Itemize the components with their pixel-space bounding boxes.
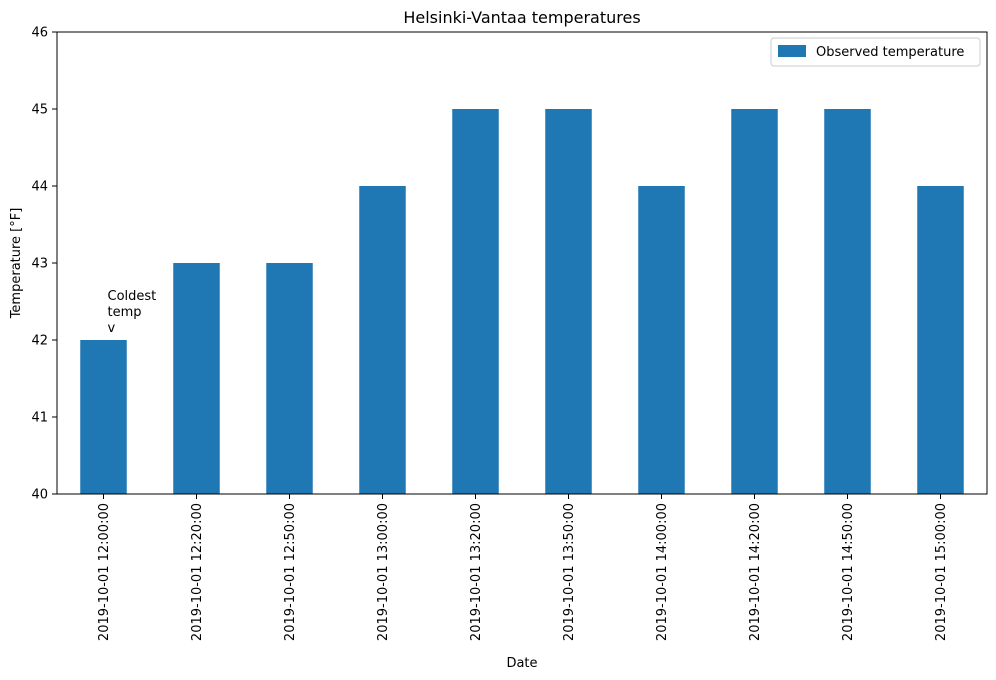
x-tick-label: 2019-10-01 13:20:00 (469, 503, 484, 641)
x-tick-label: 2019-10-01 14:20:00 (748, 503, 763, 641)
chart-title: Helsinki-Vantaa temperatures (403, 8, 640, 27)
bar (731, 109, 778, 494)
x-tick-label: 2019-10-01 14:50:00 (841, 503, 856, 641)
y-axis-title: Temperature [°F] (9, 208, 24, 320)
y-tick-label: 45 (31, 103, 48, 118)
legend-frame (770, 37, 981, 67)
legend: Observed temperature (770, 37, 981, 67)
bar (173, 263, 220, 494)
y-tick-label: 42 (31, 334, 48, 349)
x-tick-label: 2019-10-01 13:50:00 (562, 503, 577, 641)
x-tick-label: 2019-10-01 13:00:00 (376, 503, 391, 641)
legend-swatch (778, 45, 806, 57)
bar (80, 340, 127, 494)
annotation-text: Coldest (108, 289, 157, 304)
y-tick-label: 40 (31, 488, 48, 503)
y-tick-label: 43 (31, 257, 48, 272)
bar (359, 186, 406, 494)
y-tick-label: 41 (31, 411, 48, 426)
y-tick-label: 46 (31, 26, 48, 41)
bar (266, 263, 313, 494)
x-tick-label: 2019-10-01 14:00:00 (655, 503, 670, 641)
x-axis-title: Date (506, 656, 537, 671)
bar (824, 109, 871, 494)
x-tick-label: 2019-10-01 12:50:00 (283, 503, 298, 641)
bar (917, 186, 964, 494)
x-tick-label: 2019-10-01 15:00:00 (934, 503, 949, 641)
x-tick-label: 2019-10-01 12:20:00 (190, 503, 205, 641)
bar (545, 109, 592, 494)
x-axis: 2019-10-01 12:00:00 2019-10-01 12:20:00 20… (97, 494, 949, 641)
bar (638, 186, 685, 494)
x-tick-label: 2019-10-01 12:00:00 (97, 503, 112, 641)
annotation-text: v (108, 321, 116, 336)
y-tick-label: 44 (31, 180, 48, 195)
annotation-text: temp (108, 305, 142, 320)
bars-group (80, 109, 964, 494)
legend-label: Observed temperature (816, 45, 964, 60)
bar (452, 109, 499, 494)
y-axis: 40 41 42 43 44 45 46 (31, 26, 57, 503)
